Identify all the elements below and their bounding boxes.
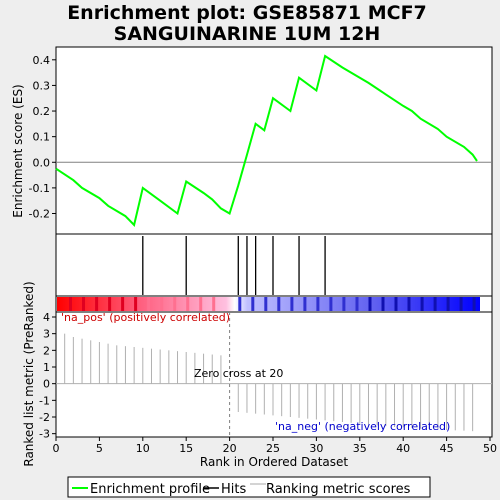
rank-stripe [108, 297, 112, 311]
es-y-tick-label: 0.3 [33, 79, 51, 92]
x-tick-label: 45 [440, 442, 454, 455]
rank-color-bar [57, 297, 480, 311]
metric-y-tick-label: 0 [43, 378, 50, 391]
rank-stripe [355, 297, 359, 311]
metric-y-tick-label: -3 [39, 428, 50, 441]
legend-es-label: Enrichment profile [90, 482, 210, 497]
es-y-tick-label: -0.2 [29, 208, 50, 221]
rank-stripe [459, 297, 463, 311]
legend-box [67, 476, 431, 498]
rank-stripe [69, 297, 72, 311]
rank-stripe [433, 297, 437, 311]
rank-stripe [95, 297, 99, 311]
rank-stripe [134, 297, 138, 311]
metric-y-tick-label: 3 [43, 328, 50, 341]
rank-stripe [277, 297, 281, 311]
rank-stripe [212, 297, 216, 311]
es-y-tick-label: 0.2 [33, 105, 51, 118]
es-panel [55, 46, 493, 235]
x-tick-label: 50 [483, 442, 497, 455]
x-tick-label: 0 [53, 442, 60, 455]
rank-stripe [290, 297, 294, 311]
rank-stripe [329, 297, 333, 311]
metric-bars [56, 333, 492, 432]
rank-stripe [147, 297, 151, 311]
rank-stripe [251, 297, 255, 311]
metric-panel [55, 311, 493, 438]
es-curve-group [55, 54, 478, 228]
es-y-tick-label: 0.1 [33, 131, 51, 144]
x-tick-label: 20 [223, 442, 237, 455]
rank-stripe [446, 297, 450, 311]
rank-stripe [173, 297, 177, 311]
rank-stripe [264, 297, 268, 311]
rank-stripe [316, 297, 320, 311]
metric-y-axis-label: Ranked list metric (PreRanked) [22, 281, 36, 466]
x-tick-label: 15 [179, 442, 193, 455]
es-y-tick-label: 0.4 [33, 54, 51, 67]
rank-stripe [394, 297, 398, 311]
x-tick-label: 35 [353, 442, 367, 455]
rank-stripe [303, 297, 307, 311]
x-tick-label: 10 [136, 442, 150, 455]
es-curve [55, 54, 478, 228]
rank-stripe [82, 297, 85, 311]
x-tick-label: 40 [396, 442, 410, 455]
x-tick-label: 25 [266, 442, 280, 455]
rank-stripe [160, 297, 164, 311]
hit-lines [142, 236, 326, 295]
rank-stripe [420, 297, 424, 311]
rank-stripe [199, 297, 203, 311]
rank-stripe [121, 297, 125, 311]
es-y-axis-label: Enrichment score (ES) [11, 84, 25, 217]
rank-stripe [238, 297, 242, 311]
rank-stripe [472, 297, 476, 311]
legend-hits-label: Hits [221, 482, 246, 497]
chart-title-line1: Enrichment plot: GSE85871 MCF7 [67, 2, 427, 24]
es-y-axis: -0.2 -0.1 0.0 0.1 0.2 0.3 0.4 [29, 54, 56, 221]
positive-correlated-label: 'na_pos' (positively correlated) [61, 311, 230, 324]
metric-y-axis: -3 -2 -1 0 1 2 3 4 [39, 311, 56, 441]
es-y-tick-label: 0.0 [33, 156, 51, 169]
x-axis: 0 5 10 15 20 25 30 35 40 45 50 [53, 437, 497, 455]
x-tick-label: 5 [96, 442, 103, 455]
metric-y-tick-label: 4 [43, 311, 50, 324]
legend-metric-label: Ranking metric scores [266, 482, 411, 497]
metric-y-tick-label: -1 [39, 394, 50, 407]
rank-stripe [368, 297, 372, 311]
hits-panel [55, 233, 493, 297]
negative-correlated-label: 'na_neg' (negatively correlated) [275, 420, 450, 433]
metric-y-tick-label: 1 [43, 361, 50, 374]
rank-stripe [186, 297, 190, 311]
zero-cross-label: Zero cross at 20 [194, 367, 283, 380]
rank-stripe [381, 297, 385, 311]
chart-title-line2: SANGUINARINE 1UM 12H [114, 23, 381, 45]
rank-stripes [69, 297, 476, 311]
x-axis-label: Rank in Ordered Dataset [200, 455, 348, 469]
rank-stripe [342, 297, 346, 311]
metric-y-tick-label: 2 [43, 344, 50, 357]
es-y-tick-label: -0.1 [29, 182, 50, 195]
x-tick-label: 30 [309, 442, 323, 455]
rank-stripe [407, 297, 411, 311]
metric-y-tick-label: -2 [39, 411, 50, 424]
